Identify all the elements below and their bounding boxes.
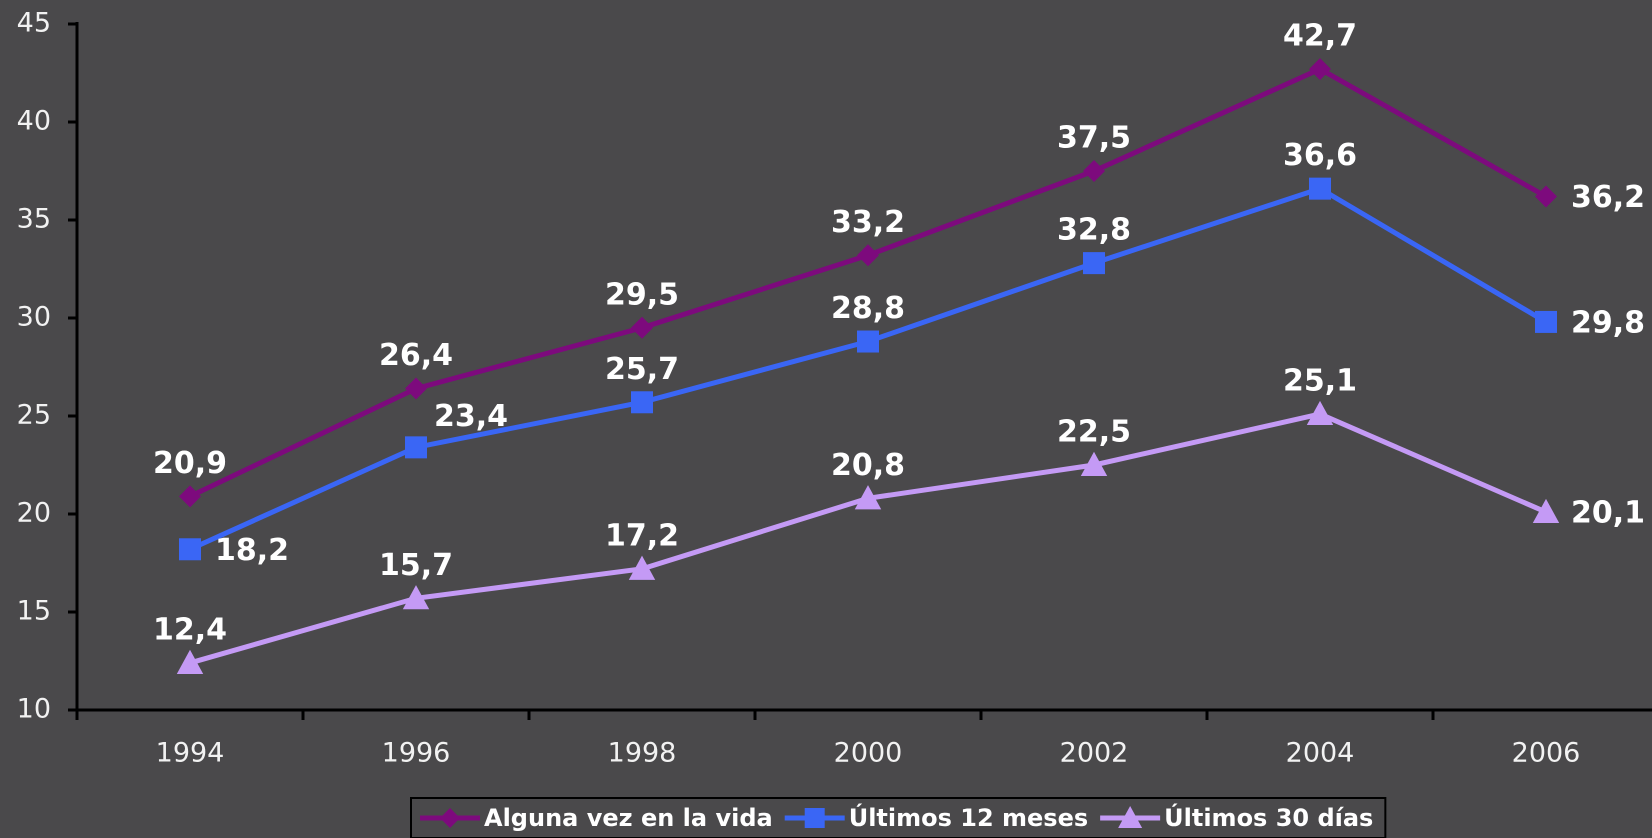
legend-box bbox=[410, 797, 1387, 838]
data-label: 20,8 bbox=[831, 448, 905, 483]
marker bbox=[857, 244, 879, 267]
legend-marker bbox=[804, 808, 825, 828]
x-tick-label: 1998 bbox=[608, 738, 677, 769]
marker bbox=[1309, 58, 1331, 81]
data-label: 23,4 bbox=[434, 399, 508, 434]
x-tick-label: 1994 bbox=[156, 738, 225, 769]
data-label: 17,2 bbox=[605, 518, 679, 553]
marker bbox=[1532, 498, 1560, 524]
marker bbox=[631, 316, 653, 339]
data-label: 22,5 bbox=[1057, 415, 1131, 450]
y-tick-label: 40 bbox=[17, 106, 51, 137]
marker bbox=[1083, 160, 1105, 182]
y-tick-label: 15 bbox=[17, 596, 51, 627]
legend: Alguna vez en la vida Últimos 12 meses Últ… bbox=[410, 797, 1387, 838]
marker bbox=[402, 585, 430, 610]
y-tick-label: 45 bbox=[17, 8, 51, 39]
marker bbox=[176, 649, 204, 674]
y-tick-label: 25 bbox=[17, 400, 51, 431]
data-label: 25,7 bbox=[605, 352, 679, 387]
data-label: 28,8 bbox=[831, 291, 905, 326]
marker bbox=[628, 555, 656, 580]
marker bbox=[1535, 310, 1557, 333]
data-label: 18,2 bbox=[215, 533, 289, 568]
x-tick-label: 2006 bbox=[1512, 738, 1581, 769]
y-tick-label: 35 bbox=[17, 204, 51, 235]
marker bbox=[179, 485, 201, 508]
data-label: 15,7 bbox=[379, 548, 453, 583]
data-label: 42,7 bbox=[1283, 19, 1357, 54]
marker bbox=[405, 377, 427, 400]
data-label: 37,5 bbox=[1057, 121, 1131, 156]
y-tick-label: 30 bbox=[17, 302, 51, 333]
legend-label: Últimos 12 meses bbox=[849, 802, 1088, 832]
x-tick-label: 2002 bbox=[1060, 738, 1129, 769]
data-label: 20,1 bbox=[1571, 496, 1645, 531]
marker bbox=[631, 391, 653, 414]
data-label: 32,8 bbox=[1057, 213, 1131, 248]
x-tick-label: 2004 bbox=[1286, 738, 1355, 769]
data-label: 12,4 bbox=[153, 612, 227, 647]
y-tick-label: 10 bbox=[17, 694, 51, 725]
x-tick-label: 1996 bbox=[382, 738, 451, 769]
marker bbox=[1306, 400, 1334, 426]
legend-marker bbox=[1118, 806, 1143, 828]
marker bbox=[1309, 177, 1331, 200]
marker bbox=[179, 538, 201, 561]
marker bbox=[1535, 185, 1557, 208]
data-label: 26,4 bbox=[379, 338, 453, 373]
marker bbox=[1083, 252, 1105, 275]
marker bbox=[854, 485, 882, 510]
x-tick-label: 2000 bbox=[834, 738, 903, 769]
legend-marker bbox=[440, 808, 460, 828]
y-tick-label: 20 bbox=[17, 498, 51, 529]
marker bbox=[857, 330, 879, 353]
marker bbox=[1080, 451, 1108, 476]
marker bbox=[405, 436, 427, 459]
data-label: 29,8 bbox=[1571, 305, 1645, 340]
data-label: 20,9 bbox=[153, 446, 227, 481]
data-label: 36,2 bbox=[1571, 180, 1645, 215]
data-label: 36,6 bbox=[1283, 138, 1357, 173]
legend-label: Últimos 30 días bbox=[1164, 802, 1373, 832]
legend-label: Alguna vez en la vida bbox=[484, 804, 773, 832]
data-label: 25,1 bbox=[1283, 364, 1357, 399]
data-label: 29,5 bbox=[605, 277, 679, 312]
data-label: 33,2 bbox=[831, 205, 905, 240]
